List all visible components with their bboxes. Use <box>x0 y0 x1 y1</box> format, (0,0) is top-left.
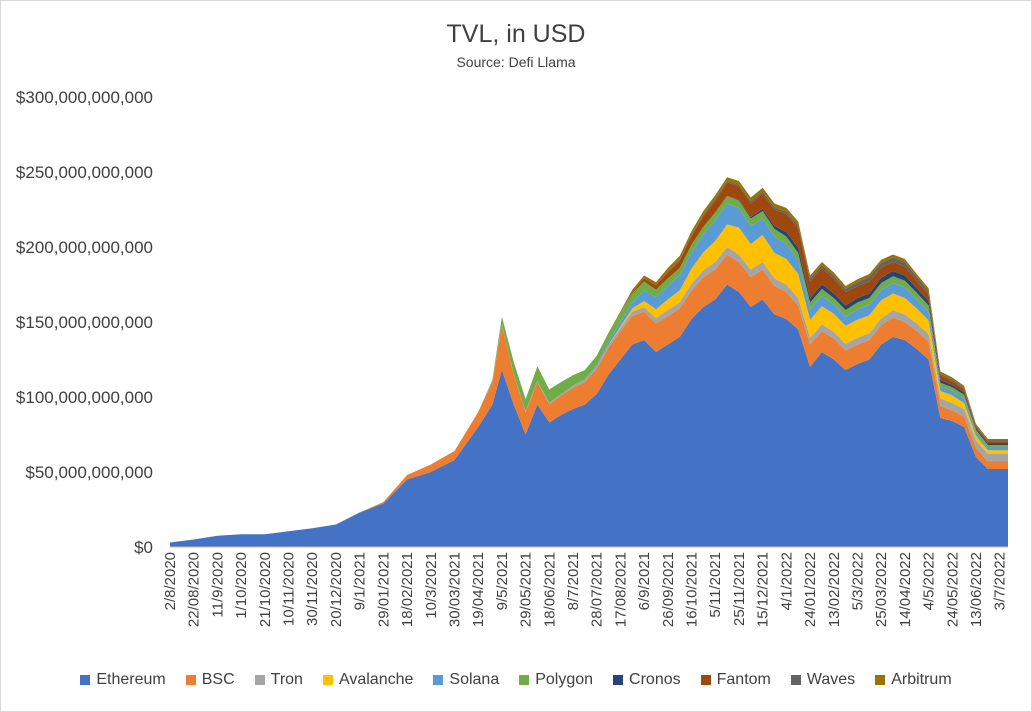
area-series-ethereum <box>170 284 1008 547</box>
y-axis: $0 $50,000,000,000 $100,000,000,000 $150,00… <box>16 88 153 557</box>
legend-label: BSC <box>201 671 235 688</box>
x-tick-label: 5/11/2021 <box>707 552 724 618</box>
x-tick-label: 13/06/2022 <box>968 552 985 627</box>
x-tick-label: 22/08/2020 <box>186 552 203 627</box>
legend-item-arbitrum: Arbitrum <box>875 671 952 689</box>
x-tick-label: 14/04/2022 <box>897 552 914 627</box>
legend-item-fantom: Fantom <box>700 671 771 689</box>
legend-item-bsc: BSC <box>185 671 235 689</box>
x-tick-label: 30/03/2021 <box>447 552 464 627</box>
x-tick-label: 11/9/2020 <box>209 552 226 618</box>
legend-label: Waves <box>806 671 856 688</box>
y-tick-label: $300,000,000,000 <box>16 88 153 107</box>
x-tick-label: 28/07/2021 <box>589 552 606 627</box>
legend-label: Fantom <box>716 671 771 688</box>
x-tick-label: 4/5/2022 <box>921 552 938 610</box>
area-series-bsc <box>170 254 1008 543</box>
x-tick-label: 17/08/2021 <box>612 552 629 627</box>
x-tick-label: 29/05/2021 <box>518 552 535 627</box>
legend-item-tron: Tron <box>254 671 303 689</box>
legend-swatch <box>322 675 333 685</box>
x-tick-label: 24/01/2022 <box>802 552 819 627</box>
legend-item-cronos: Cronos <box>613 671 681 689</box>
legend-label: Arbitrum <box>891 671 952 688</box>
legend-label: Cronos <box>629 671 681 688</box>
y-tick-label: $200,000,000,000 <box>16 238 153 257</box>
x-tick-label: 10/3/2021 <box>423 552 440 619</box>
x-tick-label: 13/02/2022 <box>826 552 843 627</box>
x-tick-label: 3/7/2022 <box>992 552 1009 610</box>
y-tick-label: $250,000,000,000 <box>16 163 153 182</box>
y-tick-label: $100,000,000,000 <box>16 388 153 407</box>
x-tick-label: 6/9/2021 <box>636 552 653 610</box>
x-tick-label: 25/11/2021 <box>731 552 748 626</box>
x-tick-label: 18/06/2021 <box>541 552 558 627</box>
x-tick-label: 21/10/2020 <box>257 552 274 627</box>
x-tick-label: 2/8/2020 <box>162 552 179 610</box>
legend-swatch <box>433 675 444 685</box>
x-tick-label: 24/05/2022 <box>944 552 961 627</box>
legend-label: Tron <box>270 671 303 688</box>
x-tick-label: 16/10/2021 <box>684 552 701 627</box>
x-tick-label: 20/12/2020 <box>328 552 345 627</box>
y-tick-label: $150,000,000,000 <box>16 313 153 332</box>
legend: Ethereum BSC Tron Avalanche Solana Polygon Cro… <box>0 671 1032 689</box>
legend-item-ethereum: Ethereum <box>80 671 166 689</box>
legend-label: Avalanche <box>338 671 414 688</box>
legend-swatch <box>700 675 711 685</box>
x-tick-label: 4/1/2022 <box>778 552 795 610</box>
legend-swatch <box>613 675 624 685</box>
x-tick-label: 25/03/2022 <box>873 552 890 627</box>
x-tick-label: 18/02/2021 <box>399 552 416 627</box>
legend-swatch <box>875 675 886 685</box>
x-axis: 2/8/2020 22/08/2020 11/9/2020 1/10/2020 21/1… <box>162 546 1009 627</box>
legend-label: Polygon <box>535 671 594 688</box>
legend-item-polygon: Polygon <box>519 671 593 689</box>
legend-item-avalanche: Avalanche <box>322 671 414 689</box>
x-tick-label: 15/12/2021 <box>755 552 772 627</box>
x-tick-label: 29/01/2021 <box>375 552 392 627</box>
legend-swatch <box>790 675 801 685</box>
x-tick-label: 9/1/2021 <box>352 552 369 610</box>
x-tick-label: 9/5/2021 <box>494 552 511 610</box>
area-series-polygon <box>170 196 1008 543</box>
y-tick-label: $50,000,000,000 <box>25 463 153 482</box>
legend-item-solana: Solana <box>433 671 499 689</box>
x-tick-label: 30/11/2020 <box>304 552 321 626</box>
stacked-areas <box>170 177 1008 547</box>
x-tick-label: 19/04/2021 <box>470 552 487 627</box>
x-tick-label: 5/3/2022 <box>850 552 867 610</box>
x-tick-label: 26/09/2021 <box>660 552 677 627</box>
chart-subtitle: Source: Defi Llama <box>456 54 576 70</box>
legend-swatch <box>80 675 91 685</box>
y-tick-label: $0 <box>134 538 153 557</box>
x-tick-label: 1/10/2020 <box>233 552 250 619</box>
legend-label: Ethereum <box>96 671 166 688</box>
chart-title: TVL, in USD <box>446 20 586 48</box>
legend-label: Solana <box>449 671 500 688</box>
legend-swatch <box>185 675 196 685</box>
x-tick-label: 10/11/2020 <box>281 552 298 626</box>
legend-swatch <box>254 675 265 685</box>
legend-swatch <box>519 675 530 685</box>
x-tick-label: 8/7/2021 <box>565 552 582 610</box>
legend-item-waves: Waves <box>790 671 856 689</box>
